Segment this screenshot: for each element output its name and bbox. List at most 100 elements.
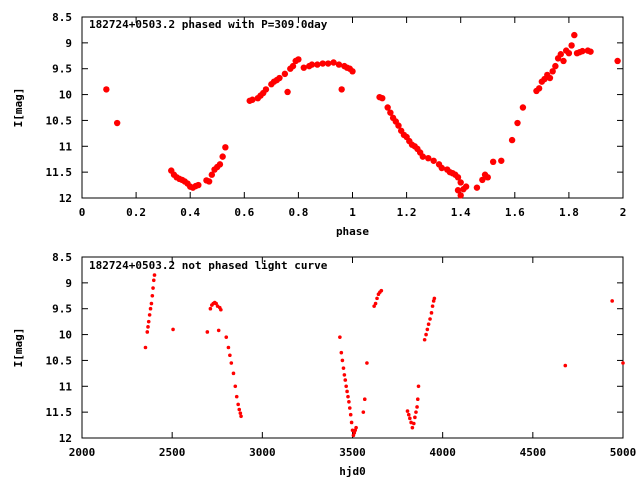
data-point <box>587 48 594 55</box>
unphased-light-curve-panel: 2000 2500 3000 3500 4000 4500 5000 8.5 9 9.5 10 10.… <box>12 251 636 478</box>
data-point <box>373 301 378 306</box>
data-point <box>339 350 344 355</box>
data-point <box>330 59 337 66</box>
data-point <box>345 389 349 394</box>
data-point <box>428 317 432 321</box>
data-point <box>614 57 621 65</box>
data-point <box>233 384 238 389</box>
data-point <box>103 86 110 93</box>
data-point <box>348 412 353 417</box>
data-point <box>406 412 411 417</box>
data-point <box>346 394 350 399</box>
data-point <box>148 306 153 311</box>
y-tick-label: 10.5 <box>46 354 73 367</box>
data-point <box>379 94 386 102</box>
data-point <box>226 345 231 350</box>
y-tick-label: 9.5 <box>52 63 72 76</box>
data-point <box>395 122 402 129</box>
data-point <box>473 184 481 191</box>
data-point <box>375 296 379 301</box>
y-tick-label: 9 <box>65 277 72 290</box>
data-point <box>224 335 229 339</box>
data-point <box>205 330 210 334</box>
data-point <box>281 70 289 78</box>
data-point <box>508 136 516 144</box>
data-point <box>344 384 348 389</box>
data-point <box>231 371 236 376</box>
x-tick-label: 1.2 <box>397 206 417 219</box>
data-point <box>208 171 216 178</box>
data-point <box>425 327 430 332</box>
data-point <box>151 286 155 290</box>
data-point <box>557 51 564 58</box>
data-point <box>432 296 437 301</box>
y-tick-label: 9.5 <box>52 303 72 316</box>
data-point <box>229 361 234 365</box>
data-point <box>284 88 291 96</box>
data-point <box>149 301 154 306</box>
x-tick-label: 4000 <box>429 446 456 459</box>
data-point <box>414 410 418 414</box>
data-point <box>319 60 326 67</box>
data-point <box>424 332 428 337</box>
data-point <box>484 174 491 181</box>
y-axis-label: I[mag] <box>12 328 25 368</box>
data-point <box>340 358 345 363</box>
data-point <box>151 278 156 283</box>
data-point <box>171 327 175 332</box>
data-point <box>610 299 614 303</box>
data-point <box>349 420 354 425</box>
x-tick-label: 2500 <box>159 446 186 459</box>
data-point <box>454 187 462 194</box>
data-point <box>415 405 419 409</box>
data-point <box>405 409 410 413</box>
data-point <box>429 311 434 315</box>
data-point <box>354 425 358 430</box>
data-point <box>338 335 342 339</box>
data-point <box>314 61 321 68</box>
data-point <box>195 181 202 189</box>
data-point <box>426 322 431 327</box>
data-point <box>216 161 224 168</box>
data-point <box>519 104 527 111</box>
data-point <box>300 64 308 71</box>
plot-frame <box>81 16 624 199</box>
data-point <box>343 378 348 382</box>
y-tick-label: 10.5 <box>46 114 73 127</box>
y-tick-label: 8.5 <box>52 11 72 24</box>
x-tick-label: 0.4 <box>180 206 200 219</box>
data-point <box>349 68 356 75</box>
data-point <box>146 319 151 324</box>
x-tick-label: 1.4 <box>451 206 471 219</box>
data-point <box>236 402 240 407</box>
data-point <box>347 406 352 410</box>
x-axis-label: phase <box>336 225 369 238</box>
data-point <box>335 61 343 68</box>
data-point <box>289 62 297 70</box>
data-point <box>415 397 420 402</box>
data-point <box>205 178 213 185</box>
x-tick-label: 3500 <box>339 446 366 459</box>
data-point <box>571 31 578 39</box>
y-tick-label: 11.5 <box>46 166 73 179</box>
data-point <box>347 400 351 404</box>
data-point <box>361 410 366 414</box>
data-point <box>425 154 432 162</box>
data-point <box>621 361 625 365</box>
data-point <box>219 307 223 312</box>
y-tick-label: 10 <box>59 89 72 102</box>
data-point <box>408 416 412 421</box>
data-point <box>342 373 347 377</box>
data-point <box>579 47 586 55</box>
data-point <box>341 366 346 370</box>
data-point <box>413 415 417 420</box>
data-point <box>479 176 486 184</box>
data-point <box>514 119 521 127</box>
data-point <box>563 363 568 368</box>
data-point <box>412 421 416 426</box>
data-point <box>549 68 556 75</box>
data-point <box>237 407 242 412</box>
data-point <box>145 330 150 334</box>
data-point <box>350 428 355 433</box>
